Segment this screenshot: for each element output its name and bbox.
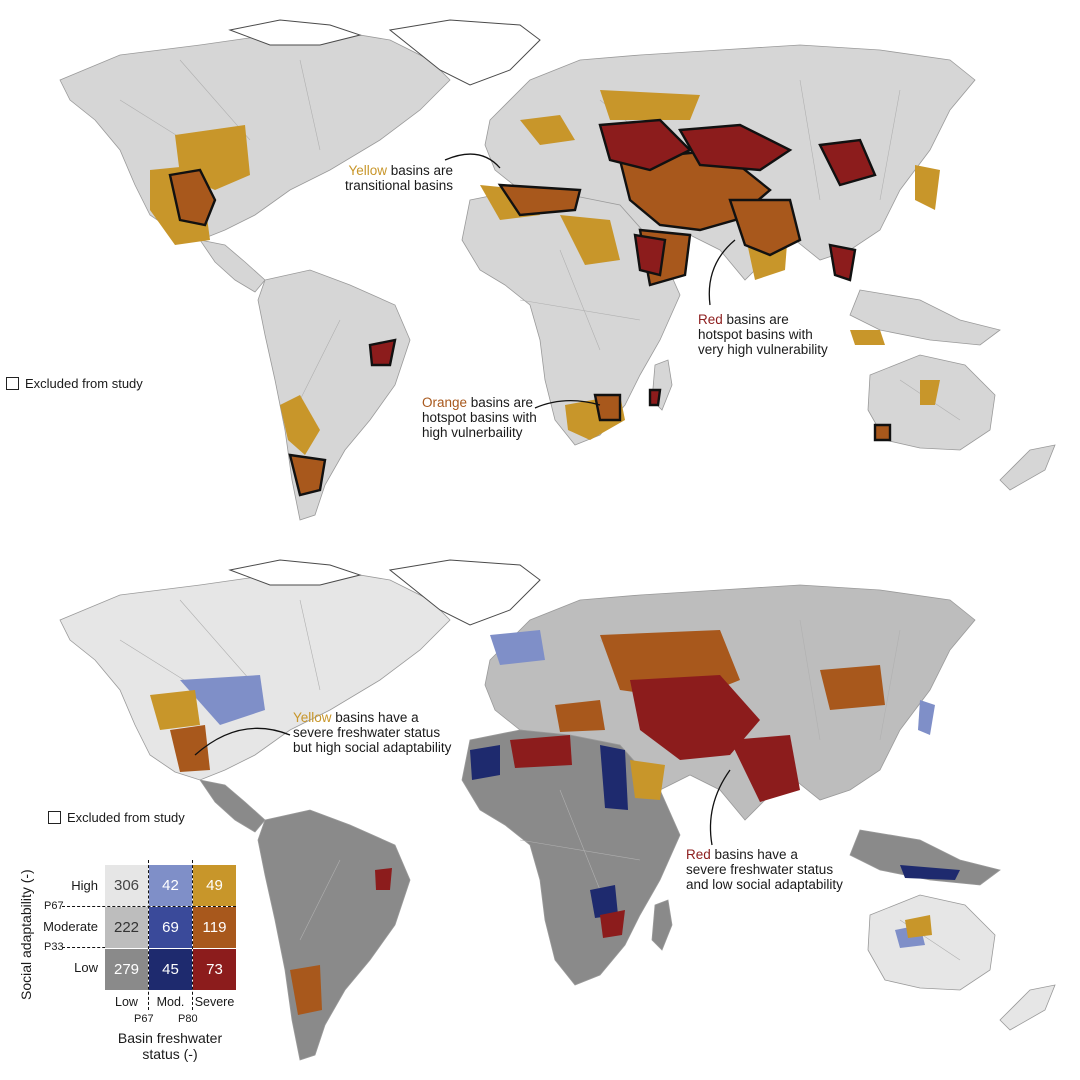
col-label-low: Low bbox=[115, 995, 138, 1009]
row-label-high: High bbox=[71, 878, 98, 893]
australia bbox=[867, 894, 996, 991]
arctic-islands bbox=[228, 19, 362, 46]
annotation-text: high vulnerbaility bbox=[422, 425, 523, 440]
annotation-text: basins have a bbox=[331, 710, 419, 725]
cell-severe-status-low-adapt: 73 bbox=[193, 949, 236, 990]
cell-low-status-high-adapt: 306 bbox=[105, 865, 148, 906]
row-threshold-p67: P67 bbox=[44, 900, 64, 912]
annotation-color-word: Red bbox=[698, 312, 723, 327]
red-basins-bottom bbox=[375, 675, 800, 938]
annotation-yellow-bottom: Yellow basins have a severe freshwater s… bbox=[293, 710, 451, 755]
annotation-text: basins are bbox=[467, 395, 534, 410]
greenland bbox=[388, 19, 541, 86]
leader-orange-top bbox=[534, 400, 601, 409]
navy-basins bbox=[470, 745, 960, 918]
annotation-text: basins are bbox=[387, 163, 454, 178]
leader-red-bottom bbox=[709, 769, 731, 846]
new-zealand bbox=[999, 444, 1056, 491]
north-america bbox=[59, 29, 451, 241]
southeast-asia-islands bbox=[849, 289, 1001, 346]
col-threshold-line bbox=[148, 860, 149, 1010]
new-zealand bbox=[999, 984, 1056, 1031]
cell-severe-status-mod-adapt: 119 bbox=[193, 907, 236, 948]
central-america bbox=[199, 779, 266, 833]
africa bbox=[461, 189, 681, 446]
annotation-color-word: Yellow bbox=[293, 710, 332, 725]
col-threshold-line bbox=[192, 860, 193, 1010]
arctic-islands bbox=[228, 559, 362, 586]
col-threshold-p67: P67 bbox=[134, 1013, 154, 1025]
cell-severe-status-high-adapt: 49 bbox=[193, 865, 236, 906]
excluded-legend-top: Excluded from study bbox=[6, 376, 143, 391]
row-threshold-line bbox=[62, 906, 236, 907]
excluded-swatch bbox=[6, 377, 19, 390]
annotation-color-word: Red bbox=[686, 847, 711, 862]
row-threshold-p33: P33 bbox=[44, 941, 64, 953]
row-label-moderate: Moderate bbox=[43, 919, 98, 934]
leader-yellow-bottom bbox=[194, 727, 291, 756]
south-america bbox=[257, 809, 411, 1061]
annotation-color-word: Yellow bbox=[348, 163, 388, 178]
excluded-swatch bbox=[48, 811, 61, 824]
greenland bbox=[388, 559, 541, 626]
leader-yellow-top bbox=[444, 153, 501, 169]
annotation-text: but high social adaptability bbox=[293, 740, 452, 755]
annotation-text: hotspot basins with bbox=[422, 410, 537, 425]
annotation-text: basins have a bbox=[710, 847, 798, 862]
southeast-asia-islands bbox=[849, 829, 1001, 886]
cell-mod-status-low-adapt: 45 bbox=[149, 949, 192, 990]
x-axis-label: Basin freshwater status (-) bbox=[90, 1030, 250, 1062]
orange-basins-top bbox=[168, 148, 892, 497]
cell-low-status-low-adapt: 279 bbox=[105, 949, 148, 990]
col-threshold-p80: P80 bbox=[178, 1013, 198, 1025]
light-blue-basins bbox=[180, 630, 935, 948]
annotation-text: very high vulnerability bbox=[698, 342, 828, 357]
annotation-yellow-top: Yellow basins are transitional basins bbox=[345, 163, 453, 193]
red-basins-top bbox=[368, 118, 877, 407]
madagascar bbox=[651, 899, 673, 951]
annotation-text: basins are bbox=[722, 312, 789, 327]
cell-mod-status-high-adapt: 42 bbox=[149, 865, 192, 906]
annotation-text: transitional basins bbox=[345, 178, 454, 193]
south-america bbox=[257, 269, 411, 521]
excluded-label: Excluded from study bbox=[25, 376, 143, 391]
excluded-label: Excluded from study bbox=[67, 810, 185, 825]
yellow-basins-bottom bbox=[150, 690, 932, 938]
x-axis-label-line1: Basin freshwater bbox=[117, 1030, 223, 1046]
annotation-red-top: Red basins are hotspot basins with very … bbox=[698, 312, 828, 357]
y-axis-label: Social adaptability (-) bbox=[18, 869, 34, 1000]
annotation-text: and low social adaptability bbox=[686, 877, 843, 892]
annotation-text: severe freshwater status bbox=[686, 862, 834, 877]
annotation-color-word: Orange bbox=[422, 395, 468, 410]
bottom-world-map bbox=[59, 559, 1056, 1061]
cell-mod-status-mod-adapt: 69 bbox=[149, 907, 192, 948]
leader-red-top bbox=[708, 239, 736, 306]
annotation-red-bottom: Red basins have a severe freshwater stat… bbox=[686, 847, 843, 892]
annotation-text: hotspot basins with bbox=[698, 327, 813, 342]
cell-low-status-mod-adapt: 222 bbox=[105, 907, 148, 948]
x-axis-label-line2: status (-) bbox=[142, 1046, 198, 1062]
central-america bbox=[199, 239, 266, 293]
excluded-legend-bottom: Excluded from study bbox=[48, 810, 185, 825]
top-world-map bbox=[59, 19, 1056, 521]
annotation-text: severe freshwater status bbox=[293, 725, 441, 740]
col-label-severe: Severe bbox=[194, 995, 235, 1009]
annotation-orange-top: Orange basins are hotspot basins with hi… bbox=[422, 395, 537, 440]
col-label-mod: Mod. bbox=[156, 995, 185, 1009]
bivariate-legend: Social adaptability (-) High Moderate Lo… bbox=[0, 850, 250, 1080]
row-label-low: Low bbox=[74, 960, 98, 975]
